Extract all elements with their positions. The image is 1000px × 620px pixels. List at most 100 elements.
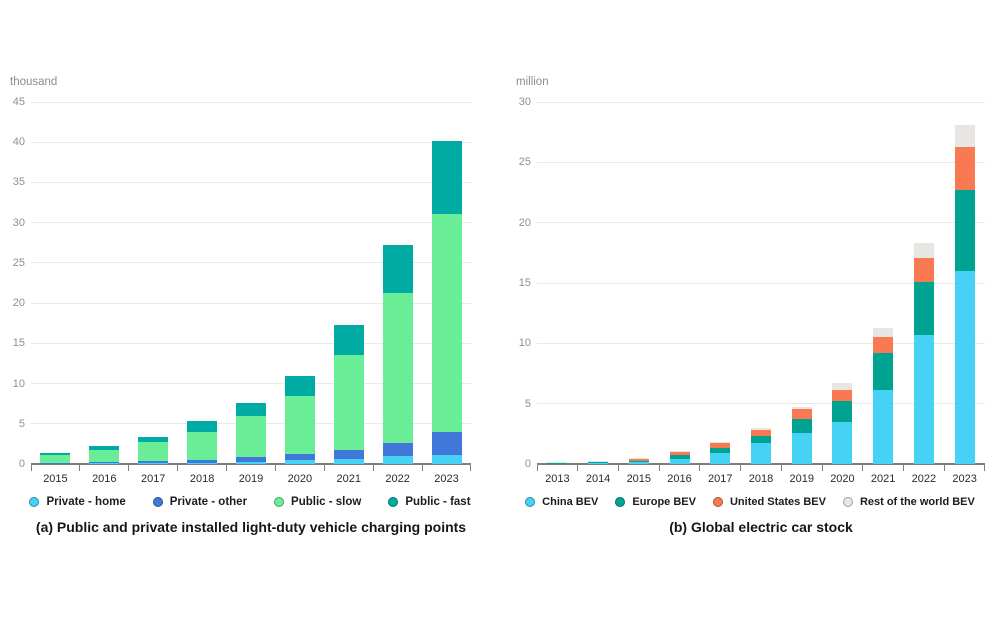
bar-segment-rest-of-the-world-bev xyxy=(710,441,731,443)
bar-segment-united-states-bev xyxy=(791,409,812,420)
bar-segment-private-home xyxy=(284,460,315,464)
gridline xyxy=(31,302,471,304)
x-axis-tick-label: 2016 xyxy=(92,473,117,485)
x-axis-tick-label: 2021 xyxy=(336,473,361,485)
bar-segment-private-home xyxy=(431,455,462,464)
y-axis-tick-label: 20 xyxy=(12,297,25,310)
x-axis-tick-label: 2013 xyxy=(545,473,570,485)
bar-segment-united-states-bev xyxy=(669,452,690,456)
bar-segment-united-states-bev xyxy=(873,337,894,353)
bar-segment-united-states-bev xyxy=(751,429,771,437)
legend-swatch-icon xyxy=(712,497,723,507)
y-axis-tick-label: 5 xyxy=(18,417,25,430)
y-axis-tick-label: 25 xyxy=(12,256,25,269)
bar-segment-public-slow xyxy=(333,355,364,450)
bar-segment-private-home xyxy=(138,463,169,464)
x-axis-tick-label: 2015 xyxy=(43,473,68,485)
plot-area-b: 0 5 10 15 20 25 30 2013 2014 2015 2016 2017 2018 2019… xyxy=(519,96,985,485)
x-axis-tick-label: 2022 xyxy=(911,473,937,485)
x-axis-tick-label: 2019 xyxy=(238,473,264,485)
gridline xyxy=(31,101,471,103)
legend-swatch-icon xyxy=(525,497,536,507)
chart-caption-a: (a) Public and private installed light-d… xyxy=(35,519,467,535)
bar-segment-public-slow xyxy=(431,213,462,432)
bar-segment-private-home xyxy=(236,462,266,464)
bar-segment-private-other xyxy=(40,462,71,464)
x-axis-tick-label: 2016 xyxy=(667,473,692,485)
gridline xyxy=(537,161,985,163)
y-axis-tick-label: 25 xyxy=(518,156,531,169)
legend-swatch-icon xyxy=(29,497,40,507)
legend-item-china-bev: China BEV xyxy=(525,496,598,508)
bar-segment-europe-bev xyxy=(832,400,853,423)
x-axis-tick-label: 2020 xyxy=(287,473,313,485)
bar-segment-public-slow xyxy=(89,449,120,462)
bar-segment-public-slow xyxy=(236,415,266,457)
gridline xyxy=(537,403,985,405)
x-axis-tick xyxy=(470,464,471,471)
bar-segment-rest-of-the-world-bev xyxy=(832,382,853,390)
y-axis-tick-label: 5 xyxy=(524,397,531,410)
legend-swatch-icon xyxy=(842,497,853,507)
legend-swatch-icon xyxy=(274,497,285,507)
bar-segment-rest-of-the-world-bev xyxy=(588,460,609,462)
bar-segment-private-other xyxy=(431,431,462,456)
bar-segment-united-states-bev xyxy=(588,461,609,463)
bar-segment-china-bev xyxy=(913,334,934,464)
chart-panel-a: thousand 0 5 10 15 20 25 30 35 40 45 2015 2016 2017 2… xyxy=(10,76,471,535)
x-axis-tick xyxy=(421,464,423,471)
y-axis-tick-label: 0 xyxy=(524,458,531,470)
x-axis-tick xyxy=(79,464,81,471)
x-axis-tick xyxy=(862,464,864,471)
bar-segment-united-states-bev xyxy=(913,257,934,282)
bar-segment-europe-bev xyxy=(751,436,771,443)
legend-swatch-icon xyxy=(615,497,626,507)
gridline xyxy=(31,262,471,264)
bar-segment-china-bev xyxy=(791,432,812,464)
bar-segment-public-fast xyxy=(284,376,315,397)
bar-segment-rest-of-the-world-bev xyxy=(547,461,568,463)
bar-segment-private-other xyxy=(333,449,364,460)
legend-label: Public - slow xyxy=(291,496,362,508)
legend-label: United States BEV xyxy=(729,496,826,508)
x-axis-tick xyxy=(31,464,32,471)
legend-label: Europe BEV xyxy=(632,496,696,508)
bar-segment-europe-bev xyxy=(913,281,934,335)
x-axis-tick xyxy=(537,464,538,471)
bar-segment-united-states-bev xyxy=(547,462,568,464)
bar-segment-private-other xyxy=(236,456,266,462)
x-axis-tick xyxy=(128,464,130,471)
x-axis-tick-label: 2018 xyxy=(748,473,774,485)
y-axis-tick-label: 30 xyxy=(12,216,25,229)
x-axis-tick xyxy=(577,464,579,471)
bar-segment-public-fast xyxy=(236,402,266,416)
x-axis-line xyxy=(31,463,471,465)
bar-segment-rest-of-the-world-bev xyxy=(669,451,690,453)
gridline xyxy=(31,222,471,224)
bar-segment-europe-bev xyxy=(669,455,690,459)
bar-segment-china-bev xyxy=(832,422,853,464)
legend-label: Private - home xyxy=(46,496,126,508)
bar-segment-private-other xyxy=(382,443,413,457)
bar-segment-china-bev xyxy=(628,461,649,464)
bar-segment-rest-of-the-world-bev xyxy=(873,327,894,338)
legend-swatch-icon xyxy=(388,497,399,507)
x-axis-tick xyxy=(323,464,325,471)
x-axis-tick xyxy=(617,464,619,471)
bar-segment-public-fast xyxy=(382,245,413,294)
gridline xyxy=(31,342,471,344)
gridline xyxy=(31,141,471,143)
x-axis-tick xyxy=(226,464,228,471)
x-axis-tick xyxy=(177,464,179,471)
bar-segment-public-fast xyxy=(187,421,218,432)
legend-label: Rest of the world BEV xyxy=(859,496,975,508)
bar-segment-public-fast xyxy=(89,446,120,450)
bar-segment-public-slow xyxy=(138,442,169,462)
y-axis-tick-label: 10 xyxy=(518,337,531,350)
legend-item-public-fast: Public - fast xyxy=(388,496,471,508)
x-axis-tick xyxy=(740,464,742,471)
bar-segment-public-fast xyxy=(138,437,169,443)
bar-segment-rest-of-the-world-bev xyxy=(791,407,812,410)
bar-segment-china-bev xyxy=(710,453,731,464)
